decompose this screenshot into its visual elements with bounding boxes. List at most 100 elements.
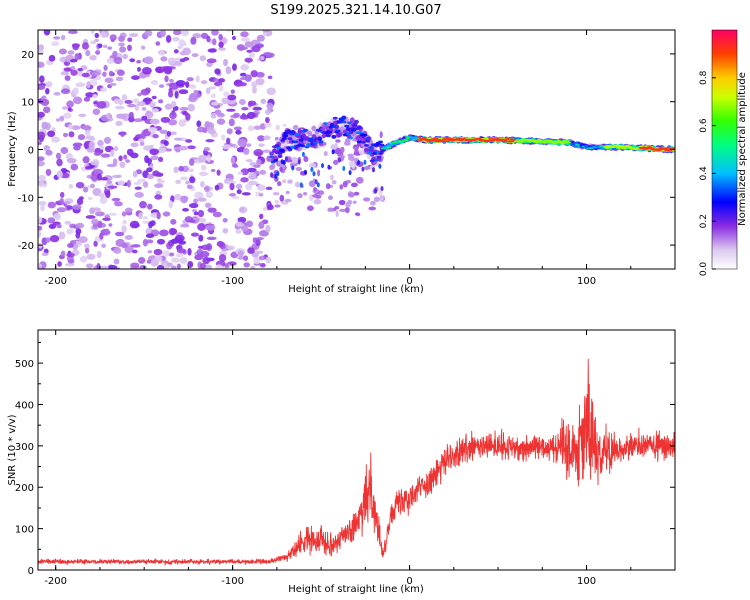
heatmap-cell xyxy=(290,145,296,149)
heatmap-cell xyxy=(226,108,236,112)
heatmap-cell xyxy=(140,88,150,96)
heatmap-cell xyxy=(100,87,108,92)
heatmap-cell xyxy=(221,144,231,150)
heatmap-cell xyxy=(304,169,307,175)
y-tick-label: 500 xyxy=(15,359,34,370)
heatmap-cell xyxy=(113,56,123,65)
heatmap-cell xyxy=(157,179,165,184)
heatmap-cell xyxy=(237,250,244,258)
heatmap-cell xyxy=(342,166,346,171)
heatmap-cell xyxy=(90,40,97,45)
x-tick-label: -100 xyxy=(221,576,244,587)
heatmap-cell xyxy=(113,258,120,265)
heatmap-cell xyxy=(241,192,251,196)
heatmap-cell xyxy=(93,151,102,156)
heatmap-cell xyxy=(141,45,146,50)
heatmap-cell xyxy=(238,98,246,106)
heatmap-cell xyxy=(362,197,371,202)
heatmap-cell xyxy=(169,78,174,83)
heatmap-cell xyxy=(193,89,199,94)
heatmap-cell xyxy=(263,135,271,141)
heatmap-cell xyxy=(106,57,115,64)
heatmap-cell xyxy=(157,147,167,154)
heatmap-cell xyxy=(55,118,61,122)
heatmap-cell xyxy=(134,186,142,190)
heatmap-cell xyxy=(126,103,137,108)
heatmap-cell xyxy=(194,191,204,199)
heatmap-cell xyxy=(279,149,284,152)
heatmap-cell xyxy=(42,106,51,114)
heatmap-cell xyxy=(218,84,224,92)
heatmap-cell xyxy=(121,94,128,101)
snr-series-line xyxy=(38,358,675,566)
heatmap-cell xyxy=(72,204,82,210)
heatmap-cell xyxy=(194,254,204,261)
colorbar-ticks: 0.0 0.2 0.4 0.6 0.8 xyxy=(699,70,716,276)
heatmap-cell xyxy=(327,207,335,212)
heatmap-cell xyxy=(67,107,72,112)
heatmap-cell xyxy=(262,30,270,33)
heatmap-cell xyxy=(237,171,244,175)
heatmap-cell xyxy=(68,123,73,130)
heatmap-cell xyxy=(89,55,97,61)
heatmap-cell xyxy=(38,156,45,162)
colorbar-tick-label: 0.4 xyxy=(699,166,709,181)
heatmap-cell xyxy=(228,118,235,127)
heatmap-cell xyxy=(240,64,250,71)
heatmap-cell xyxy=(139,200,147,209)
heatmap-cell xyxy=(102,217,111,221)
heatmap-cell xyxy=(107,264,118,269)
heatmap-cell xyxy=(255,237,264,241)
heatmap-cell xyxy=(444,140,450,143)
heatmap-cell xyxy=(215,264,223,269)
heatmap-cell xyxy=(83,243,90,249)
heatmap-cell xyxy=(422,137,427,140)
heatmap-cell xyxy=(354,212,360,216)
spectrogram-ylabel: Frequency (Hz) xyxy=(7,111,18,187)
heatmap-cell xyxy=(92,93,98,99)
heatmap-cell xyxy=(273,158,279,162)
heatmap-cell xyxy=(142,238,149,247)
heatmap-cell xyxy=(106,112,112,120)
heatmap-cell xyxy=(188,219,196,223)
heatmap-cell xyxy=(310,167,314,172)
heatmap-cell xyxy=(375,150,381,154)
heatmap-cell xyxy=(364,147,369,152)
heatmap-cell xyxy=(155,190,162,196)
heatmap-cell xyxy=(314,137,320,140)
heatmap-cell xyxy=(259,169,267,175)
heatmap-cell xyxy=(129,220,140,229)
heatmap-cell xyxy=(317,169,321,177)
heatmap-cell xyxy=(56,207,67,213)
heatmap-cell xyxy=(223,91,230,97)
heatmap-cell xyxy=(160,116,171,123)
heatmap-cell xyxy=(342,181,348,188)
heatmap-cell xyxy=(124,99,133,104)
heatmap-cell xyxy=(72,87,79,95)
heatmap-cell xyxy=(58,48,67,55)
heatmap-cell xyxy=(130,142,139,148)
heatmap-cell xyxy=(292,124,299,131)
heatmap-cell xyxy=(373,196,380,203)
y-tick-label: -20 xyxy=(18,241,34,252)
heatmap-cell xyxy=(201,164,207,171)
heatmap-cell xyxy=(311,134,317,139)
heatmap-cell xyxy=(99,232,104,240)
heatmap-cell xyxy=(179,51,187,56)
heatmap-cell xyxy=(212,38,217,46)
heatmap-cell xyxy=(361,142,366,148)
heatmap-cell xyxy=(317,136,323,141)
heatmap-cell xyxy=(337,132,342,138)
heatmap-cell xyxy=(211,101,219,106)
heatmap-cell xyxy=(211,30,219,36)
heatmap-cell xyxy=(378,189,383,196)
heatmap-cell xyxy=(143,56,154,65)
heatmap-cell xyxy=(174,234,185,242)
heatmap-cell xyxy=(75,82,86,88)
heatmap-cell xyxy=(303,128,308,132)
heatmap-cell xyxy=(353,191,360,196)
heatmap-cell xyxy=(104,77,114,84)
heatmap-cell xyxy=(216,169,221,176)
heatmap-cell xyxy=(229,192,236,197)
heatmap-cell xyxy=(368,206,377,211)
